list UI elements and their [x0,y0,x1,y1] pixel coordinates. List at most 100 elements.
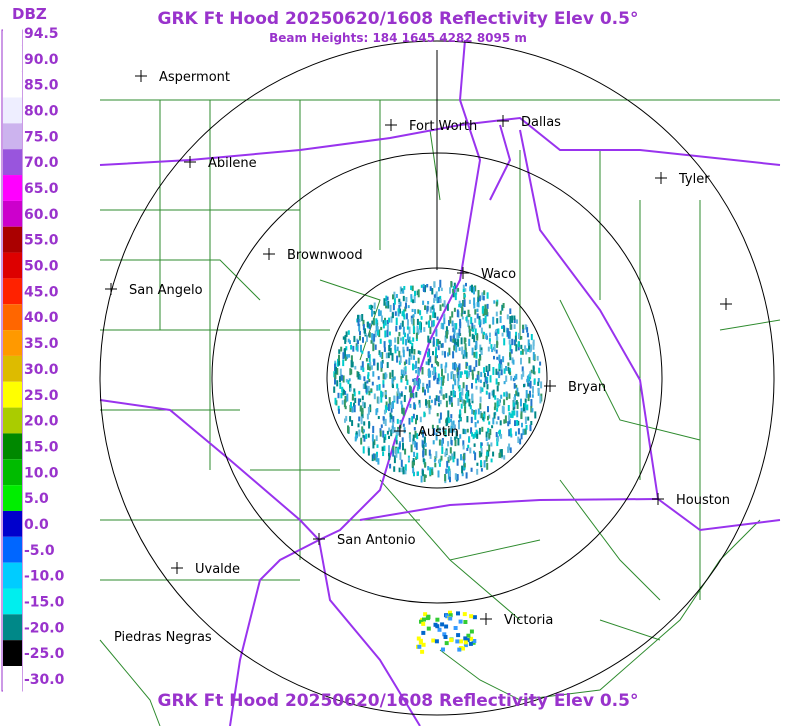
echo-pixel [445,326,448,334]
echo-pixel [396,396,399,404]
echo-pixel [500,359,503,365]
echo-pixel [466,362,468,366]
echo-pixel [410,354,413,360]
echo-pixel [526,332,529,338]
echo-pixel [353,391,356,397]
echo-pixel [363,435,366,442]
echo-pixel [515,390,518,396]
echo-pixel [474,318,477,323]
echo-pixel [341,386,344,393]
echo-pixel [392,450,395,457]
echo-pixel [345,346,348,351]
echo-pixel [375,454,378,462]
echo-pixel [496,407,499,412]
echo-pixel [468,437,471,442]
legend-label: 0.0 [24,517,49,533]
echo-pixel [402,349,405,358]
echo-pixel [480,447,483,454]
echo-pixel [498,354,501,362]
echo-pixel [512,402,515,407]
city-label: Piedras Negras [114,630,212,645]
echo-pixel [411,318,414,325]
echo-pixel [377,416,380,420]
echo-pixel [485,333,488,339]
legend-swatch [3,175,22,201]
echo-pixel [425,321,428,325]
echo-pixel [513,396,516,404]
echo-pixel [460,313,463,317]
echo-pixel [481,426,484,432]
echo-pixel [460,396,463,401]
echo-pixel [458,385,461,392]
echo-pixel [366,321,369,328]
echo-pixel [466,416,469,423]
echo-pixel [369,407,372,411]
echo-pixel [488,432,491,439]
echo-pixel [400,393,403,397]
echo-pixel [463,620,468,624]
echo-pixel [470,316,473,325]
echo-pixel [509,428,512,437]
echo-pixel [422,444,425,450]
echo-pixel [403,367,406,375]
echo-pixel [437,373,440,382]
echo-pixel [407,319,409,326]
echo-pixel [357,423,360,428]
legend-swatch [3,45,22,72]
echo-pixel [359,335,361,341]
echo-pixel [440,386,443,390]
echo-pixel [345,331,348,337]
echo-pixel [496,385,499,392]
echo-pixel [413,402,416,410]
echo-pixel [393,297,396,305]
echo-pixel [499,449,502,454]
echo-pixel [354,365,357,370]
echo-pixel [487,346,490,352]
echo-pixel [489,332,491,338]
echo-pixel [455,323,458,330]
echo-pixel [438,439,441,446]
echo-pixel [348,354,351,358]
echo-pixel [367,355,370,359]
legend-swatch [3,459,22,486]
echo-pixel [388,456,391,460]
echo-pixel [483,290,486,295]
echo-pixel [471,347,474,356]
echo-pixel [408,385,411,393]
echo-pixel [402,336,405,345]
echo-pixel [426,284,429,288]
echo-pixel [367,364,370,370]
echo-pixel [520,407,523,413]
echo-pixel [510,413,512,418]
echo-pixel [392,445,395,454]
echo-pixel [404,332,406,338]
echo-pixel [419,416,422,423]
echo-pixel [350,355,353,363]
echo-pixel [357,314,359,323]
radar-echoes [333,279,543,654]
echo-pixel [464,429,467,435]
echo-pixel [493,355,495,360]
echo-pixel [389,304,392,312]
echo-pixel [431,288,434,295]
echo-pixel [496,341,499,346]
echo-pixel [473,324,476,330]
echo-pixel [376,326,379,331]
echo-pixel [409,403,412,408]
echo-pixel [423,474,426,482]
echo-pixel [375,318,378,325]
echo-pixel [528,357,531,364]
echo-pixel [445,468,448,474]
echo-pixel [496,336,499,341]
echo-pixel [437,342,440,347]
echo-pixel [348,378,351,382]
echo-pixel [476,308,479,313]
echo-pixel [455,345,458,353]
echo-pixel [452,288,455,293]
echo-pixel [470,467,473,472]
echo-pixel [339,368,342,377]
echo-pixel [388,435,390,439]
echo-pixel [494,331,497,336]
echo-pixel [393,455,396,464]
echo-pixel [469,629,474,634]
